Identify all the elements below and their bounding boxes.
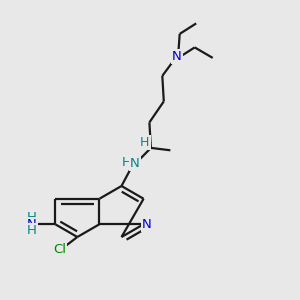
Text: N: N (172, 50, 182, 63)
Text: N: N (142, 218, 152, 231)
Text: H: H (140, 136, 150, 149)
Text: H: H (27, 211, 37, 224)
Text: H: H (122, 155, 131, 169)
Text: Cl: Cl (53, 243, 66, 256)
Text: N: N (27, 218, 36, 231)
Text: H: H (27, 224, 37, 237)
Text: N: N (130, 157, 140, 170)
